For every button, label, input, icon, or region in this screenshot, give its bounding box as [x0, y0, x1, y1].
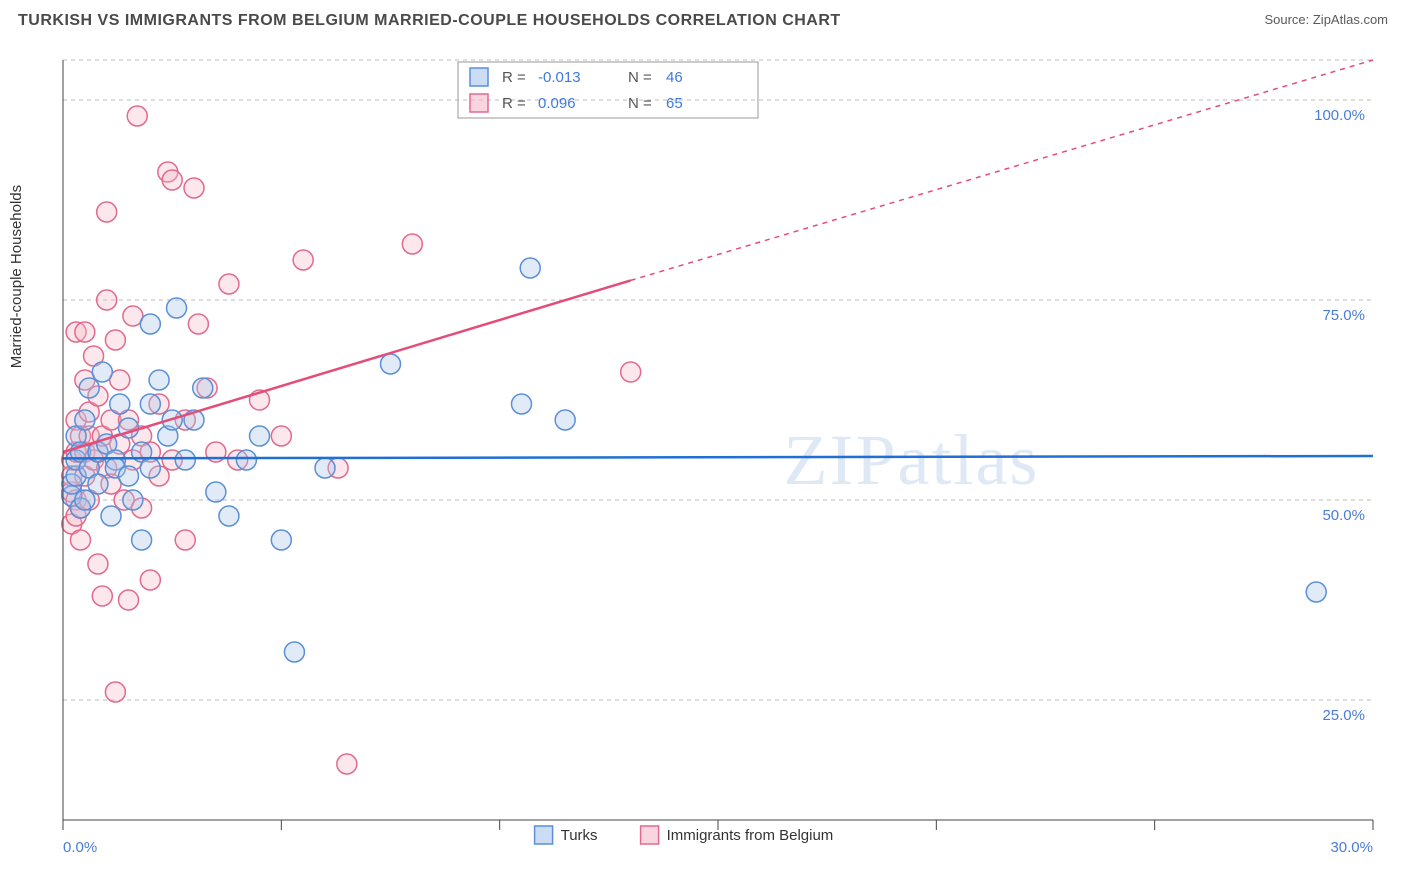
- data-point: [250, 426, 270, 446]
- data-point: [520, 258, 540, 278]
- data-point: [184, 178, 204, 198]
- data-point: [119, 590, 139, 610]
- trend-line-dash: [631, 60, 1373, 280]
- legend-swatch: [641, 826, 659, 844]
- data-point: [293, 250, 313, 270]
- data-point: [193, 378, 213, 398]
- stat-label: N =: [628, 69, 652, 86]
- data-point: [105, 682, 125, 702]
- data-point: [140, 458, 160, 478]
- data-point: [75, 490, 95, 510]
- data-point: [75, 322, 95, 342]
- chart-container: Married-couple Households 25.0%50.0%75.0…: [18, 40, 1388, 880]
- data-point: [219, 506, 239, 526]
- data-point: [110, 394, 130, 414]
- scatter-chart: 25.0% 50.0% 75.0% 100.0% ZIPatlas 0.0% 30.0% R …: [18, 40, 1388, 880]
- trend-line: [63, 280, 631, 452]
- data-point: [92, 362, 112, 382]
- data-point: [512, 394, 532, 414]
- y-tick-label: 25.0%: [1322, 707, 1365, 724]
- legend-swatch: [470, 94, 488, 112]
- data-point: [149, 370, 169, 390]
- stat-label: N =: [628, 95, 652, 112]
- data-point: [188, 314, 208, 334]
- data-point: [402, 234, 422, 254]
- data-point: [315, 458, 335, 478]
- data-point: [621, 362, 641, 382]
- data-point: [175, 450, 195, 470]
- y-axis-label: Married-couple Households: [8, 185, 25, 368]
- legend-swatch: [470, 68, 488, 86]
- data-point: [1306, 582, 1326, 602]
- y-tick-label: 75.0%: [1322, 307, 1365, 324]
- stat-r-value: 0.096: [538, 95, 576, 112]
- data-point: [381, 354, 401, 374]
- data-point: [284, 642, 304, 662]
- data-point: [119, 466, 139, 486]
- data-point: [101, 506, 121, 526]
- data-point: [140, 394, 160, 414]
- data-point: [127, 106, 147, 126]
- data-point: [206, 482, 226, 502]
- data-point: [70, 530, 90, 550]
- legend-label: Immigrants from Belgium: [667, 827, 834, 844]
- data-point: [175, 530, 195, 550]
- data-point: [123, 490, 143, 510]
- data-point: [132, 530, 152, 550]
- data-point: [88, 474, 108, 494]
- data-point: [140, 570, 160, 590]
- data-point: [92, 586, 112, 606]
- trend-line: [63, 456, 1373, 458]
- chart-title: TURKISH VS IMMIGRANTS FROM BELGIUM MARRI…: [18, 12, 841, 30]
- data-point: [236, 450, 256, 470]
- data-point: [162, 170, 182, 190]
- data-point: [271, 530, 291, 550]
- data-point: [88, 554, 108, 574]
- x-tick-label: 30.0%: [1330, 839, 1373, 856]
- data-point: [167, 298, 187, 318]
- y-tick-label: 100.0%: [1314, 107, 1365, 124]
- watermark: ZIPatlas: [784, 420, 1040, 500]
- legend-label: Turks: [561, 827, 598, 844]
- stat-label: R =: [502, 95, 526, 112]
- legend-swatch: [535, 826, 553, 844]
- data-point: [219, 274, 239, 294]
- stat-n-value: 46: [666, 69, 683, 86]
- data-point: [105, 330, 125, 350]
- data-point: [75, 410, 95, 430]
- source-label: Source: ZipAtlas.com: [1264, 12, 1388, 27]
- data-point: [271, 426, 291, 446]
- y-tick-label: 50.0%: [1322, 507, 1365, 524]
- data-point: [79, 378, 99, 398]
- stat-label: R =: [502, 69, 526, 86]
- data-point: [140, 314, 160, 334]
- stat-r-value: -0.013: [538, 69, 581, 86]
- data-point: [555, 410, 575, 430]
- data-point: [97, 290, 117, 310]
- data-point: [97, 202, 117, 222]
- x-tick-label: 0.0%: [63, 839, 97, 856]
- data-point: [337, 754, 357, 774]
- stat-n-value: 65: [666, 95, 683, 112]
